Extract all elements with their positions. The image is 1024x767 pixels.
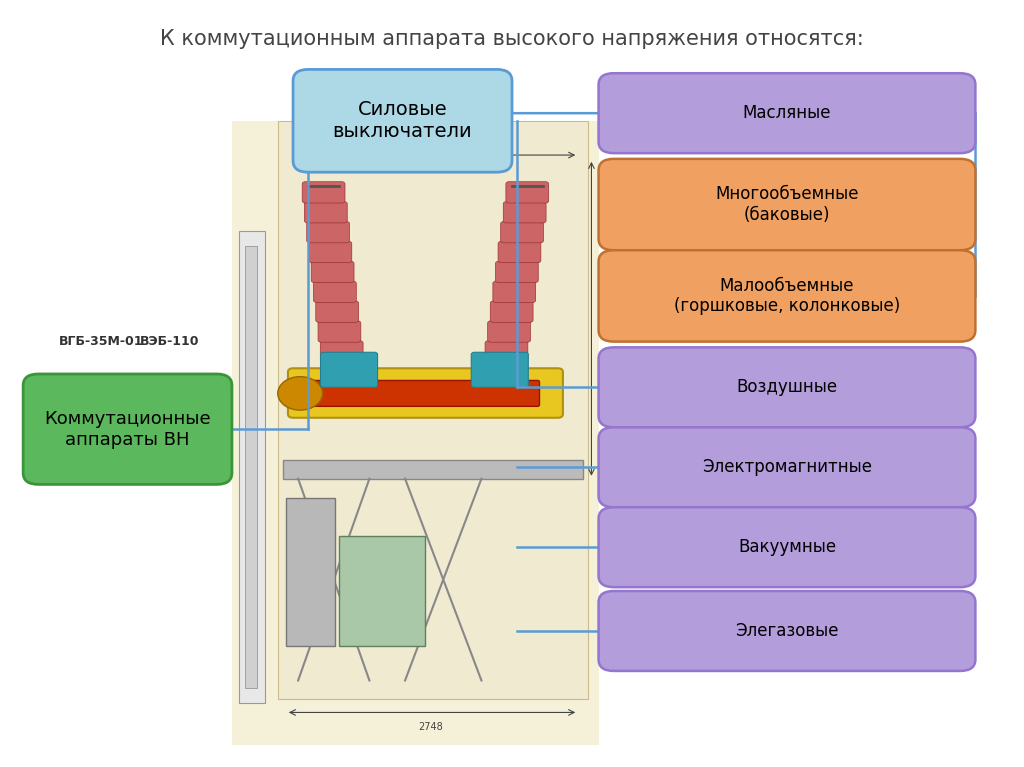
- FancyBboxPatch shape: [485, 341, 527, 362]
- FancyBboxPatch shape: [307, 222, 349, 243]
- FancyBboxPatch shape: [339, 536, 425, 647]
- Text: ВЭБ-110: ВЭБ-110: [140, 335, 200, 348]
- FancyBboxPatch shape: [302, 182, 345, 203]
- FancyBboxPatch shape: [323, 360, 366, 382]
- FancyBboxPatch shape: [599, 507, 976, 588]
- Text: Малообъемные
(горшковые, колонковые): Малообъемные (горшковые, колонковые): [674, 277, 900, 315]
- FancyBboxPatch shape: [245, 246, 257, 688]
- FancyBboxPatch shape: [487, 321, 530, 342]
- Text: К коммутационным аппарата высокого напряжения относятся:: К коммутационным аппарата высокого напря…: [160, 29, 864, 49]
- FancyBboxPatch shape: [309, 242, 352, 262]
- FancyBboxPatch shape: [599, 159, 976, 250]
- FancyBboxPatch shape: [304, 202, 347, 223]
- Text: 1590: 1590: [423, 139, 447, 149]
- FancyBboxPatch shape: [599, 250, 976, 341]
- FancyBboxPatch shape: [498, 242, 541, 262]
- FancyBboxPatch shape: [599, 591, 976, 671]
- FancyBboxPatch shape: [278, 120, 589, 700]
- FancyBboxPatch shape: [321, 341, 364, 362]
- FancyBboxPatch shape: [318, 321, 360, 342]
- FancyBboxPatch shape: [503, 202, 546, 223]
- Text: Коммутационные
аппараты ВН: Коммутационные аппараты ВН: [44, 410, 211, 449]
- FancyBboxPatch shape: [231, 120, 599, 746]
- Circle shape: [278, 377, 323, 410]
- FancyBboxPatch shape: [490, 301, 534, 322]
- FancyBboxPatch shape: [313, 281, 356, 302]
- FancyBboxPatch shape: [311, 262, 354, 282]
- Text: 4825: 4825: [599, 306, 608, 331]
- FancyBboxPatch shape: [306, 380, 540, 407]
- Text: ВГБ-35М-01: ВГБ-35М-01: [58, 335, 143, 348]
- Text: Воздушные: Воздушные: [736, 378, 838, 397]
- FancyBboxPatch shape: [599, 427, 976, 507]
- FancyBboxPatch shape: [496, 262, 539, 282]
- Text: Многообъемные
(баковые): Многообъемные (баковые): [715, 185, 859, 224]
- FancyBboxPatch shape: [471, 352, 528, 387]
- FancyBboxPatch shape: [315, 301, 358, 322]
- FancyBboxPatch shape: [288, 368, 563, 418]
- FancyBboxPatch shape: [599, 347, 976, 427]
- Text: Масляные: Масляные: [742, 104, 831, 122]
- FancyBboxPatch shape: [286, 498, 335, 647]
- Text: Элегазовые: Элегазовые: [735, 622, 839, 640]
- FancyBboxPatch shape: [501, 222, 544, 243]
- FancyBboxPatch shape: [506, 182, 549, 203]
- FancyBboxPatch shape: [283, 459, 584, 479]
- Text: Электромагнитные: Электромагнитные: [702, 458, 872, 476]
- Text: Вакуумные: Вакуумные: [738, 538, 836, 556]
- FancyBboxPatch shape: [482, 360, 525, 382]
- FancyBboxPatch shape: [321, 352, 378, 387]
- FancyBboxPatch shape: [293, 69, 512, 173]
- FancyBboxPatch shape: [24, 374, 231, 485]
- FancyBboxPatch shape: [239, 231, 264, 703]
- FancyBboxPatch shape: [599, 73, 976, 153]
- Text: Силовые
выключатели: Силовые выключатели: [333, 100, 472, 141]
- FancyBboxPatch shape: [493, 281, 536, 302]
- Text: 2748: 2748: [418, 723, 443, 732]
